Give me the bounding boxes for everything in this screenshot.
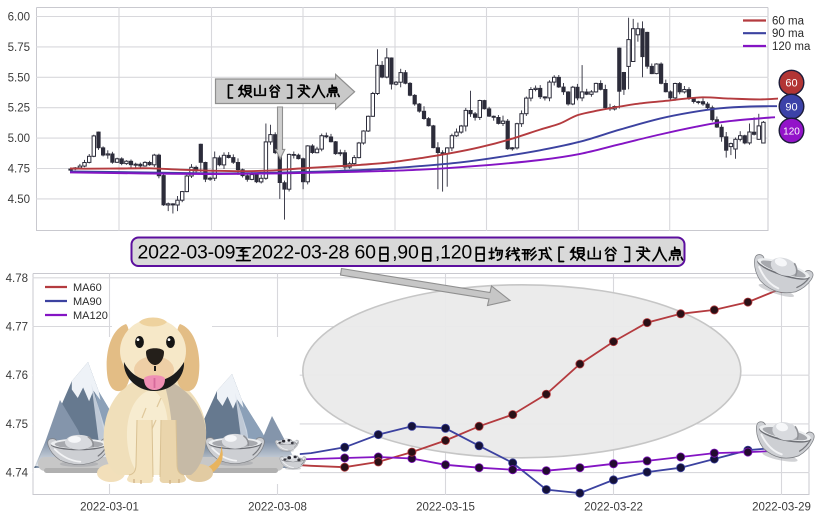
svg-text:2022-03-29: 2022-03-29 bbox=[752, 502, 811, 514]
svg-text:2022-03-28 60: 2022-03-28 60 bbox=[252, 242, 377, 264]
svg-text:MA60: MA60 bbox=[73, 282, 102, 294]
svg-text:90: 90 bbox=[785, 101, 797, 113]
svg-text:2022-03-08: 2022-03-08 bbox=[248, 502, 307, 514]
svg-text:5.00: 5.00 bbox=[8, 133, 30, 145]
svg-text:90 ma: 90 ma bbox=[772, 28, 805, 40]
svg-text:MA90: MA90 bbox=[73, 296, 102, 308]
svg-text:4.76: 4.76 bbox=[6, 370, 28, 382]
svg-text:5.50: 5.50 bbox=[8, 72, 30, 84]
svg-text:4.78: 4.78 bbox=[6, 273, 28, 285]
svg-text:,90: ,90 bbox=[392, 242, 419, 264]
svg-text:120: 120 bbox=[783, 126, 800, 137]
svg-text:4.75: 4.75 bbox=[8, 164, 30, 176]
svg-text:,120: ,120 bbox=[435, 242, 473, 264]
svg-text:60: 60 bbox=[785, 77, 797, 89]
svg-text:2022-03-22: 2022-03-22 bbox=[584, 502, 643, 514]
svg-text:4.74: 4.74 bbox=[6, 468, 29, 480]
svg-text:MA120: MA120 bbox=[73, 310, 108, 322]
svg-text:5.25: 5.25 bbox=[8, 103, 30, 115]
svg-text:120 ma: 120 ma bbox=[772, 41, 811, 53]
svg-text:2022-03-01: 2022-03-01 bbox=[80, 502, 139, 514]
svg-text:5.75: 5.75 bbox=[8, 42, 30, 54]
svg-text:4.50: 4.50 bbox=[8, 194, 30, 206]
svg-text:60 ma: 60 ma bbox=[772, 16, 805, 28]
svg-text:2022-03-15: 2022-03-15 bbox=[416, 502, 475, 514]
svg-text:4.77: 4.77 bbox=[6, 322, 28, 334]
svg-text:4.75: 4.75 bbox=[6, 419, 28, 431]
svg-text:6.00: 6.00 bbox=[8, 12, 30, 24]
svg-text:2022-03-09: 2022-03-09 bbox=[138, 242, 236, 264]
